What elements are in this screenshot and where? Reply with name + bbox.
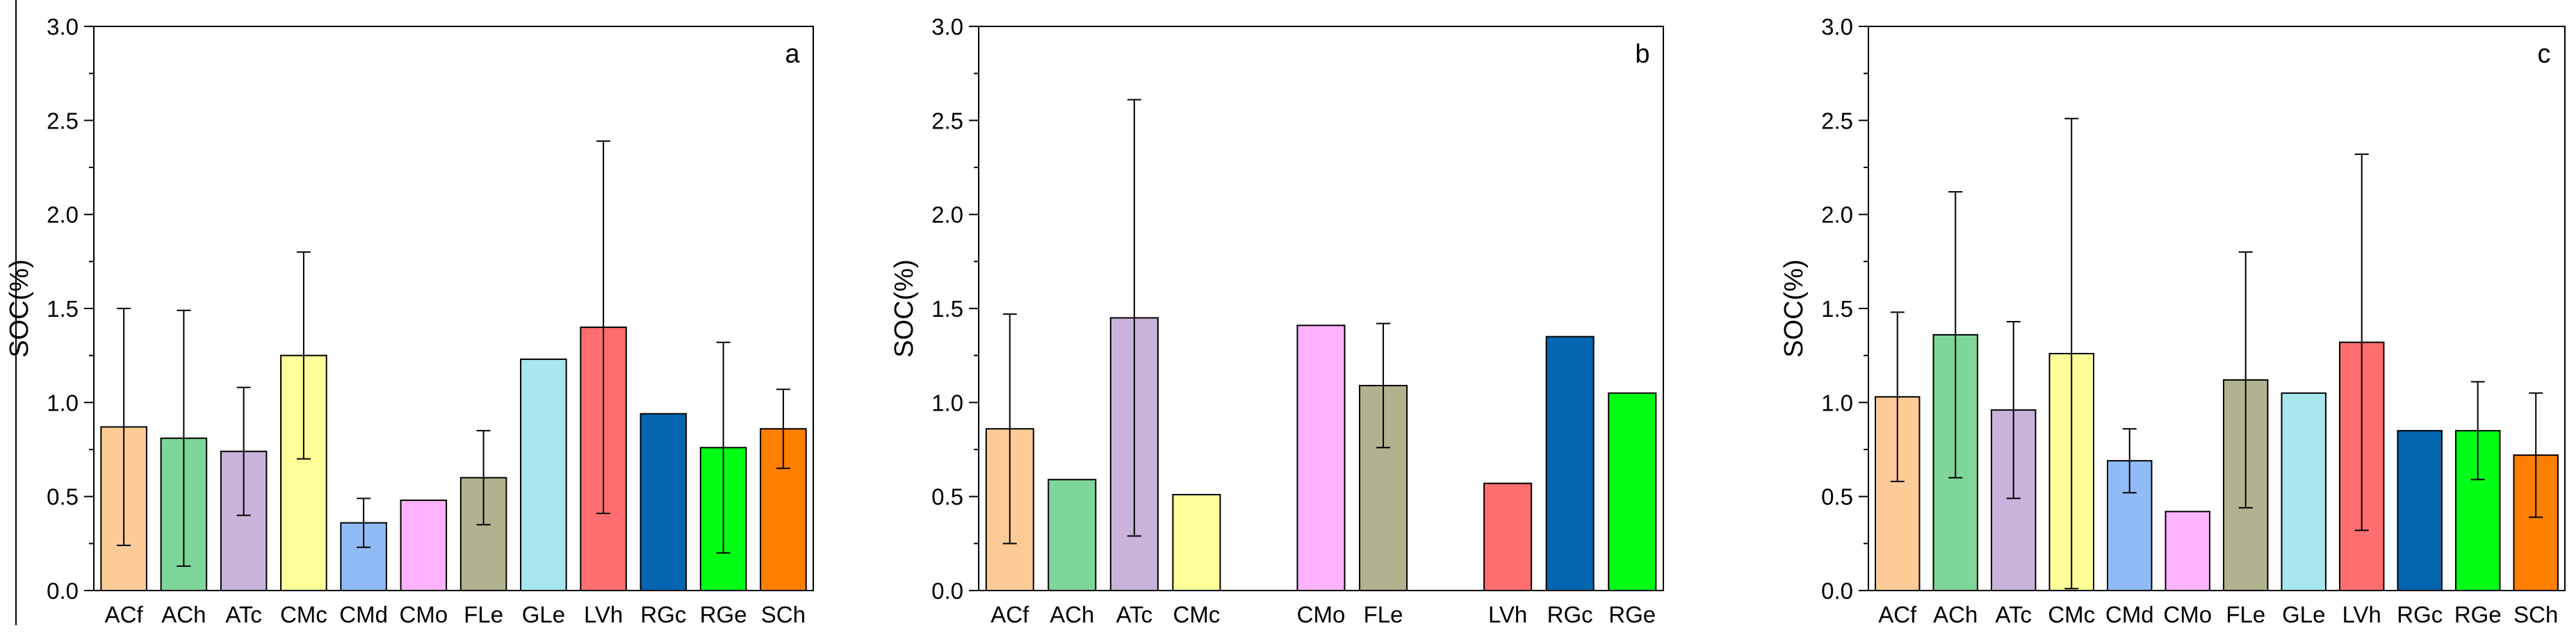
- error-bar-fle: [2238, 251, 2253, 509]
- x-tick-label: ACh: [161, 602, 206, 627]
- error-bar-cmc: [296, 251, 311, 460]
- bar-cmo: [400, 500, 448, 592]
- y-tick-label: 3.0: [1821, 14, 1853, 40]
- error-bar-ach: [177, 309, 191, 567]
- y-tick-label: 0.5: [1821, 484, 1853, 510]
- error-bar-atc: [2006, 320, 2021, 500]
- x-tick-label: FLe: [1364, 602, 1403, 627]
- y-tick-label: 2.0: [47, 202, 79, 228]
- x-tick-label: CMc: [2048, 602, 2095, 627]
- x-tick-label: GLe: [522, 602, 565, 627]
- y-tick-label: 2.5: [1821, 108, 1853, 133]
- y-tick-label: 2.0: [1821, 202, 1853, 228]
- error-bar-lvh: [2354, 154, 2369, 531]
- chart-panel-c: ACf ACh ATc CMc CMd CMo FLe GLe LVh RGc RGe SCh 0.0 0…: [1779, 14, 2566, 627]
- y-tick-label: 0.5: [931, 484, 963, 510]
- x-tick-label: RGe: [2454, 602, 2502, 627]
- x-tick-label: ACf: [991, 602, 1029, 627]
- x-tick-label: CMo: [2163, 602, 2212, 627]
- x-tick-label: LVh: [2342, 602, 2381, 627]
- bar-rgc: [639, 413, 687, 591]
- bar-cmo: [1296, 324, 1346, 591]
- error-bar-rge: [716, 341, 731, 554]
- y-tick-label: 0.5: [47, 484, 79, 510]
- error-bar-sch: [776, 388, 790, 470]
- error-bar-cmc: [2064, 117, 2079, 590]
- error-bar-fle: [1376, 322, 1391, 449]
- y-tick-label: 0.0: [931, 578, 963, 604]
- y-tick-label: 3.0: [931, 14, 963, 40]
- error-bar-lvh: [596, 140, 611, 515]
- x-tick-label: CMc: [280, 602, 327, 627]
- error-bar-acf: [117, 308, 131, 547]
- x-tick-label: CMo: [400, 602, 448, 627]
- error-bar-atc: [1127, 99, 1141, 537]
- y-tick-label: 0.0: [1821, 578, 1853, 604]
- x-tick-label: ATc: [1995, 602, 2032, 627]
- x-tick-label: GLe: [2282, 602, 2325, 627]
- bar-rgc: [2397, 429, 2443, 592]
- x-tick-label: SCh: [761, 602, 806, 627]
- y-axis-label: SOC(%): [5, 259, 34, 357]
- y-tick-label: 1.5: [931, 296, 963, 322]
- x-tick-label: SCh: [2513, 602, 2558, 627]
- x-tick-label: RGc: [2397, 602, 2443, 627]
- left-divider-line: [15, 0, 17, 625]
- error-bar-rge: [2470, 381, 2485, 481]
- y-tick-label: 2.0: [931, 202, 963, 228]
- bar-rge: [1608, 392, 1657, 591]
- panel-label: c: [2538, 40, 2551, 69]
- error-bar-cmd: [2122, 428, 2137, 494]
- bar-gle: [520, 358, 567, 592]
- y-tick-label: 3.0: [47, 14, 79, 40]
- x-tick-label: ATc: [1116, 602, 1153, 627]
- x-tick-label: ACh: [1933, 602, 1978, 627]
- bar-cmo: [2165, 511, 2210, 592]
- x-tick-label: RGc: [640, 602, 686, 627]
- y-axis-label: SOC(%): [1779, 259, 1809, 357]
- error-bar-acf: [1002, 313, 1017, 545]
- bar-gle: [2281, 392, 2326, 591]
- y-tick-label: 2.5: [47, 108, 79, 133]
- bar-ach: [1047, 479, 1097, 591]
- error-bar-atc: [236, 386, 251, 516]
- y-tick-label: 1.0: [1821, 390, 1853, 415]
- x-tick-label: ACf: [105, 602, 144, 627]
- bar-rgc: [1545, 336, 1595, 591]
- error-bar-sch: [2529, 392, 2543, 518]
- x-tick-label: CMo: [1297, 602, 1346, 627]
- error-bar-fle: [476, 429, 491, 526]
- y-tick-label: 2.5: [931, 108, 963, 133]
- y-tick-label: 0.0: [47, 578, 79, 604]
- x-tick-label: CMc: [1173, 602, 1220, 627]
- bar-cmc: [1172, 493, 1221, 592]
- y-tick-label: 1.0: [931, 390, 963, 415]
- x-tick-label: LVh: [1488, 602, 1527, 627]
- x-tick-label: FLe: [464, 602, 503, 627]
- y-tick-label: 1.5: [47, 296, 79, 322]
- y-tick-label: 1.0: [47, 390, 79, 415]
- x-tick-label: CMd: [339, 602, 388, 627]
- chart-panel-a: ACf ACh ATc CMc CMd CMo FLe GLe LVh RGc RGe SCh 0.0 0…: [5, 14, 814, 627]
- x-tick-label: CMd: [2105, 602, 2154, 627]
- panel-label: a: [785, 40, 800, 69]
- x-tick-label: RGc: [1547, 602, 1593, 627]
- bar-cmd: [2107, 460, 2153, 591]
- y-tick-label: 1.5: [1821, 296, 1853, 322]
- chart-panel-b: ACf ACh ATc CMc CMo FLe LVh RGc RGe 0.0 0.5 1.0 1.5 2…: [890, 14, 1664, 627]
- bar-lvh: [1483, 482, 1533, 591]
- x-tick-label: ATc: [225, 602, 262, 627]
- error-bar-ach: [1948, 191, 1963, 479]
- y-axis-label: SOC(%): [890, 259, 919, 357]
- x-tick-label: LVh: [584, 602, 623, 627]
- x-tick-label: RGe: [700, 602, 747, 627]
- x-tick-label: RGe: [1608, 602, 1656, 627]
- error-bar-cmd: [357, 497, 371, 548]
- x-tick-label: ACh: [1050, 602, 1094, 627]
- error-bar-acf: [1890, 311, 1905, 483]
- x-tick-label: ACf: [1878, 602, 1917, 627]
- panel-label: b: [1635, 40, 1649, 69]
- x-tick-label: FLe: [2226, 602, 2265, 627]
